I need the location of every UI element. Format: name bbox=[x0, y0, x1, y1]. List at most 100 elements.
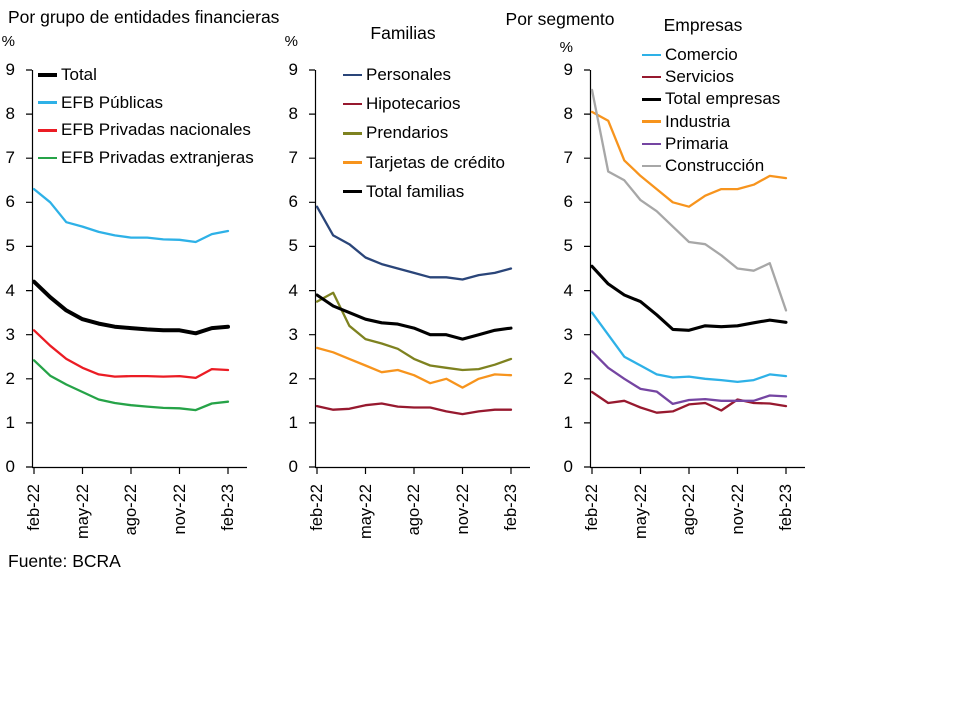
y-tick-label: 3 bbox=[288, 324, 298, 344]
axis-ticks bbox=[584, 69, 787, 474]
y-tick-label: 7 bbox=[288, 148, 298, 168]
y-tick-label: 5 bbox=[563, 236, 573, 256]
legend-label: Servicios bbox=[665, 67, 734, 87]
x-tick-label: feb-22 bbox=[308, 484, 326, 531]
legend-item-total-familias: Total familias bbox=[343, 182, 464, 202]
legend-label: Industria bbox=[665, 111, 731, 131]
legend-item-total-empresas: Total empresas bbox=[642, 89, 780, 109]
series-line-prendarios bbox=[315, 291, 513, 372]
series-line-tarjetas-de-crédito bbox=[315, 346, 513, 389]
legend-item-personales: Personales bbox=[343, 65, 451, 85]
legend-item-prendarios: Prendarios bbox=[343, 123, 448, 143]
series-line-servicios bbox=[590, 390, 788, 414]
y-tick-label: 1 bbox=[563, 412, 573, 432]
legend-line-swatch-icon bbox=[642, 75, 661, 79]
y-tick-label: 1 bbox=[5, 412, 15, 432]
legend-line-swatch-icon bbox=[642, 142, 661, 146]
series-line-total-empresas bbox=[590, 264, 788, 332]
legend-line-swatch-icon bbox=[642, 120, 661, 123]
chart-title-familias: Familias bbox=[370, 23, 436, 43]
legend-line-swatch-icon bbox=[38, 156, 57, 160]
chart-2-lines bbox=[590, 88, 788, 414]
section-title-left: Por grupo de entidades financieras bbox=[8, 7, 280, 27]
series-line-efb-privadas-nacionales bbox=[32, 329, 230, 380]
legend-label: Hipotecarios bbox=[366, 94, 461, 114]
series-line-hipotecarios bbox=[315, 402, 513, 416]
axis-ticks bbox=[26, 69, 229, 474]
x-tick-label: may-22 bbox=[356, 484, 375, 540]
source-note: Fuente: BCRA bbox=[8, 551, 121, 571]
y-tick-label: 8 bbox=[563, 104, 573, 124]
x-tick-label: nov-22 bbox=[728, 484, 747, 535]
y-tick-label: 7 bbox=[563, 148, 573, 168]
legend-label: Tarjetas de crédito bbox=[366, 152, 505, 172]
x-tick-label: feb-22 bbox=[25, 484, 43, 531]
legend-line-swatch-icon bbox=[642, 97, 661, 101]
axis-lines bbox=[314, 70, 530, 469]
legend-line-swatch-icon bbox=[38, 72, 57, 78]
charts-plot-area bbox=[26, 69, 805, 474]
y-tick-label: 0 bbox=[5, 457, 15, 476]
legend-line-swatch-icon bbox=[38, 101, 57, 104]
series-line-efb-públicas bbox=[32, 187, 230, 244]
y-tick-label: 2 bbox=[563, 368, 573, 388]
y-tick-label: 6 bbox=[563, 192, 573, 212]
legend-line-swatch-icon bbox=[343, 190, 362, 194]
x-tick-label: may-22 bbox=[73, 484, 92, 540]
legend-label: Total bbox=[61, 65, 97, 84]
chart-title-empresas: Empresas bbox=[663, 15, 743, 35]
legend-item-comercio: Comercio bbox=[642, 45, 738, 65]
chart-1-axes bbox=[309, 69, 530, 474]
series-line-personales bbox=[315, 205, 513, 281]
x-tick-label: feb-23 bbox=[777, 484, 795, 531]
legend-label: EFB Públicas bbox=[61, 92, 164, 112]
series-line-total bbox=[32, 279, 230, 336]
y-tick-label: 9 bbox=[5, 60, 15, 79]
x-tick-label: may-22 bbox=[631, 484, 650, 540]
legend-line-swatch-icon bbox=[642, 53, 661, 57]
legend-item-efb-privadas-extranjeras: EFB Privadas extranjeras bbox=[38, 148, 254, 168]
legend-line-swatch-icon bbox=[343, 132, 362, 135]
y-tick-label: 3 bbox=[5, 324, 15, 344]
legend-item-servicios: Servicios bbox=[642, 67, 734, 87]
y-tick-label: 0 bbox=[288, 457, 298, 476]
y-tick-label: 3 bbox=[563, 324, 573, 344]
legend-line-swatch-icon bbox=[343, 73, 362, 77]
y-tick-label: 1 bbox=[288, 412, 298, 432]
y-tick-label: 0 bbox=[563, 457, 573, 476]
series-line-comercio bbox=[590, 311, 788, 384]
legend-line-swatch-icon bbox=[343, 161, 362, 164]
x-tick-label: ago-22 bbox=[680, 484, 698, 536]
legend-item-hipotecarios: Hipotecarios bbox=[343, 94, 461, 114]
axis-ticks bbox=[309, 69, 512, 474]
legend-label: Personales bbox=[366, 65, 452, 84]
legend-item-primaria: Primaria bbox=[642, 134, 728, 154]
y-tick-label: 8 bbox=[5, 104, 15, 124]
legend-item-total: Total bbox=[38, 65, 97, 85]
legend-item-industria: Industria bbox=[642, 112, 730, 132]
percent-unit-label-chart1: % bbox=[1, 33, 15, 50]
axis-lines bbox=[589, 70, 805, 469]
legend-label: Total familias bbox=[366, 181, 465, 201]
percent-unit-label-chart2: % bbox=[284, 33, 298, 50]
axis-lines bbox=[31, 70, 247, 469]
y-tick-label: 5 bbox=[288, 236, 298, 256]
legend-label: Primaria bbox=[665, 133, 729, 153]
chart-2-axes bbox=[584, 69, 805, 474]
chart-0-lines bbox=[32, 187, 230, 412]
legend-line-swatch-icon bbox=[343, 102, 362, 106]
x-tick-label: feb-23 bbox=[502, 484, 520, 531]
legend-label: EFB Privadas extranjeras bbox=[61, 148, 254, 168]
y-tick-label: 2 bbox=[5, 368, 15, 388]
legend-label: Total empresas bbox=[665, 89, 781, 109]
section-title-right: Por segmento bbox=[505, 9, 615, 29]
y-tick-label: 4 bbox=[5, 280, 15, 300]
y-tick-label: 6 bbox=[288, 192, 298, 212]
y-tick-label: 7 bbox=[5, 148, 15, 168]
y-tick-label: 4 bbox=[288, 280, 298, 300]
x-tick-label: ago-22 bbox=[405, 484, 423, 536]
x-tick-label: feb-23 bbox=[219, 484, 237, 531]
series-line-efb-privadas-extranjeras bbox=[32, 359, 230, 412]
percent-unit-label-chart3: % bbox=[559, 39, 573, 56]
